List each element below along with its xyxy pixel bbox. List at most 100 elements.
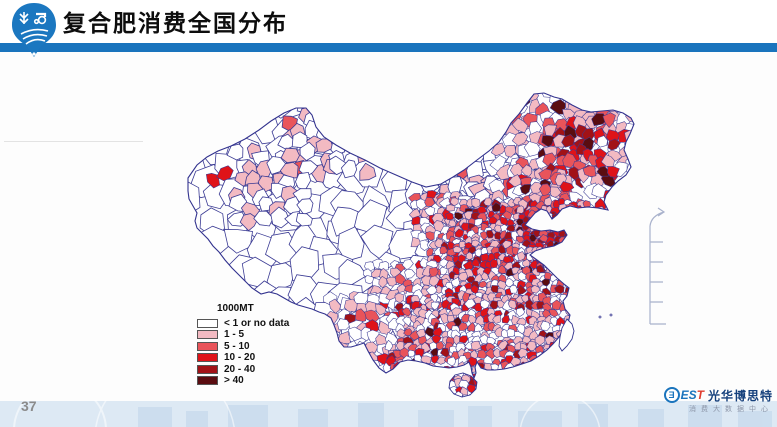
county-cell — [460, 394, 472, 397]
county-cell — [612, 93, 626, 103]
county-cell — [559, 254, 568, 263]
county-cell — [416, 108, 451, 139]
county-cell — [638, 89, 652, 104]
county-cell — [570, 233, 578, 244]
county-cell — [571, 291, 581, 301]
county-cell — [338, 341, 349, 358]
county-cell — [434, 134, 457, 156]
county-cell — [635, 151, 651, 164]
county-cell — [532, 378, 543, 387]
county-cell — [340, 159, 358, 179]
county-cell — [435, 377, 446, 387]
county-cell — [538, 357, 550, 367]
county-cell — [408, 370, 419, 382]
page-number: 37 — [21, 398, 37, 414]
legend-label: 1 - 5 — [224, 329, 245, 341]
county-cell — [569, 207, 583, 223]
agriculture-pin-logo-icon — [12, 3, 56, 57]
county-cell — [191, 120, 222, 148]
background-artifact-line — [4, 141, 143, 142]
county-cell — [535, 218, 543, 229]
county-cell — [583, 230, 594, 240]
county-cell — [336, 318, 351, 331]
county-cell — [558, 259, 568, 268]
county-cell — [581, 291, 590, 300]
county-cell — [327, 362, 340, 377]
county-cell — [471, 239, 481, 248]
county-cell — [576, 209, 585, 220]
county-cell — [612, 200, 629, 214]
county-cell — [414, 364, 424, 374]
county-cell — [577, 263, 587, 274]
hainan-outline — [448, 372, 478, 398]
county-cell — [628, 174, 634, 190]
county-cell — [582, 223, 590, 233]
county-cell — [577, 325, 586, 334]
county-cell — [557, 244, 568, 253]
county-cell — [596, 98, 609, 112]
county-cell — [540, 320, 551, 331]
county-cell — [466, 383, 477, 394]
county-cell — [568, 261, 579, 272]
county-cell — [324, 342, 340, 357]
legend-swatch — [197, 353, 218, 363]
legend-item: 10 - 20 — [197, 352, 289, 363]
county-cell — [570, 310, 583, 321]
county-cell — [436, 356, 448, 365]
county-cell — [547, 359, 558, 368]
county-cell — [558, 219, 568, 227]
county-cell — [497, 97, 511, 112]
county-cell — [557, 245, 568, 256]
county-cell — [570, 230, 580, 241]
county-cell — [542, 377, 552, 389]
county-cell — [517, 284, 527, 295]
county-cell — [549, 258, 559, 268]
county-cell — [434, 368, 445, 378]
county-cell — [565, 218, 576, 228]
county-cell — [572, 299, 580, 309]
county-cell — [490, 363, 499, 373]
county-cell — [471, 198, 481, 208]
county-cell — [607, 166, 620, 178]
county-cell — [477, 378, 488, 388]
county-cell — [343, 127, 361, 145]
county-cell — [440, 347, 450, 358]
county-cell — [188, 261, 198, 295]
county-cell — [564, 213, 574, 222]
county-cell — [338, 258, 368, 287]
county-cell — [401, 362, 411, 372]
county-cell — [457, 271, 469, 282]
county-cell — [507, 299, 517, 310]
county-cell — [490, 369, 501, 380]
county-cell — [505, 376, 514, 386]
county-cell — [413, 133, 442, 166]
legend-swatch — [197, 330, 218, 340]
legend-label: < 1 or no data — [224, 317, 290, 329]
county-cell — [551, 260, 562, 269]
county-cell — [188, 134, 200, 169]
county-cell — [188, 255, 218, 289]
county-cell — [428, 132, 447, 153]
county-cell — [571, 239, 581, 248]
county-cell — [529, 364, 537, 375]
cityscape-watermark-band — [0, 400, 777, 427]
county-cell — [529, 234, 537, 242]
county-cell — [371, 268, 383, 278]
county-cell — [543, 124, 557, 137]
county-cell — [354, 135, 374, 154]
legend-item: < 1 or no data — [197, 317, 290, 329]
county-cell — [558, 264, 568, 275]
county-cell — [261, 93, 299, 119]
county-cell — [563, 277, 571, 287]
county-cell — [550, 284, 558, 294]
brand-footer: Ǝ EST 光华博思特 消费大数据中心 — [663, 387, 773, 414]
county-cell — [594, 93, 609, 104]
county-cell — [347, 110, 379, 145]
county-cell — [526, 341, 537, 351]
county-cell — [375, 303, 387, 316]
county-cell — [504, 93, 519, 104]
county-cell — [428, 369, 440, 380]
county-cell — [253, 210, 274, 227]
page-title: 复合肥消费全国分布 — [63, 10, 288, 36]
county-cell — [576, 278, 585, 289]
